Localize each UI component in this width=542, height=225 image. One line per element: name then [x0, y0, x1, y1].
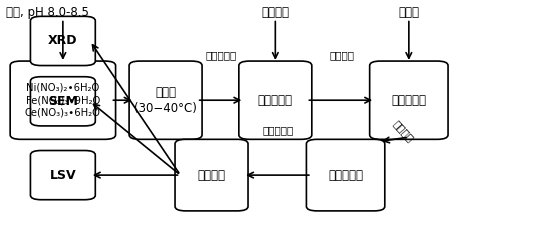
- Text: 黑色沉淤物: 黑色沉淤物: [328, 169, 363, 182]
- FancyBboxPatch shape: [306, 139, 385, 211]
- Text: Ni(NO₃)₂∙6H₂O
Fe(NO₃)₃∙9H₂O
Ce(NO₃)₃∙6H₂O: Ni(NO₃)₂∙6H₂O Fe(NO₃)₃∙9H₂O Ce(NO₃)₃∙6H₂…: [25, 83, 101, 118]
- FancyBboxPatch shape: [129, 61, 202, 139]
- Text: XRD: XRD: [48, 34, 78, 47]
- Text: SEM: SEM: [48, 95, 78, 108]
- Text: 去离子水: 去离子水: [261, 6, 289, 19]
- FancyBboxPatch shape: [239, 61, 312, 139]
- FancyBboxPatch shape: [30, 77, 95, 126]
- Text: 抄滤、干燥: 抄滤、干燥: [205, 50, 237, 60]
- Text: 共沉淤
(30−40°C): 共沉淤 (30−40°C): [134, 86, 197, 115]
- FancyBboxPatch shape: [175, 139, 248, 211]
- Text: 棕黄色溶液: 棕黄色溶液: [391, 94, 427, 107]
- FancyBboxPatch shape: [10, 61, 115, 139]
- Text: 抄滤、干燥: 抄滤、干燥: [262, 125, 294, 135]
- FancyBboxPatch shape: [370, 61, 448, 139]
- FancyBboxPatch shape: [30, 151, 95, 200]
- Text: 硫化钔: 硫化钔: [398, 6, 420, 19]
- Text: 水热反应: 水热反应: [391, 119, 416, 144]
- Text: 超声分散: 超声分散: [330, 50, 355, 60]
- Text: 黑色粉末: 黑色粉末: [197, 169, 225, 182]
- Text: 棕黄色粉末: 棕黄色粉末: [258, 94, 293, 107]
- Text: LSV: LSV: [49, 169, 76, 182]
- FancyBboxPatch shape: [30, 16, 95, 65]
- Text: 氨水, pH 8.0-8.5: 氨水, pH 8.0-8.5: [6, 6, 89, 19]
